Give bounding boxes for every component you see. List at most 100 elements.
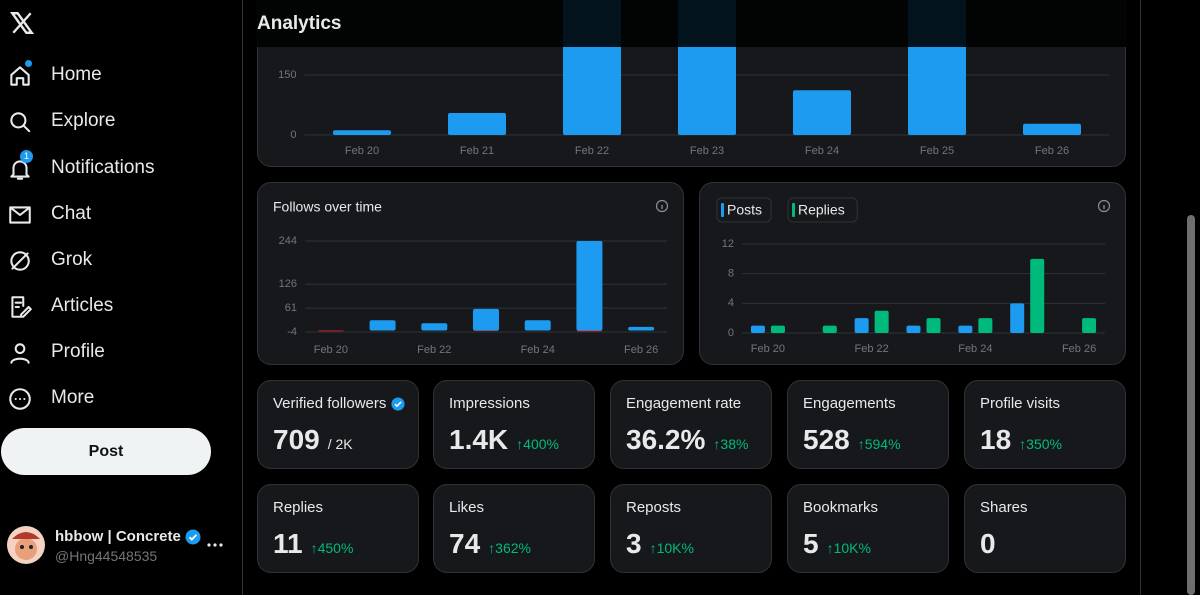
nav-icon [11, 296, 32, 318]
nav-item[interactable]: Notifications 1 [1, 148, 221, 188]
account-name-row[interactable]: hbbow | Concrete [55, 528, 201, 545]
account-name[interactable]: hbbow | Concrete [55, 528, 181, 545]
legend-swatch [721, 203, 724, 217]
bar[interactable] [1010, 303, 1025, 333]
bar[interactable] [524, 320, 551, 331]
bar[interactable] [369, 320, 396, 331]
nav-label[interactable]: Explore [51, 110, 116, 131]
bar[interactable] [854, 318, 869, 333]
metric-change: ↑594% [857, 436, 901, 452]
bar[interactable] [421, 323, 448, 331]
bar[interactable] [448, 113, 506, 135]
legend-item[interactable]: Posts [716, 197, 772, 223]
metric-label: Bookmarks [803, 499, 879, 516]
chart: 0 4 8 12 Feb 20 Feb 22 Feb 24 Feb 26 Posts Replie… [716, 197, 1111, 355]
bar[interactable] [958, 325, 973, 333]
nav-item[interactable]: Articles [1, 286, 221, 326]
bar[interactable] [978, 318, 993, 333]
nav-label[interactable]: More [51, 387, 95, 408]
bar[interactable] [770, 325, 785, 333]
metric-label: Reposts [626, 499, 682, 516]
bar[interactable] [576, 330, 603, 332]
nav-label[interactable]: Profile [51, 341, 105, 362]
metric-label-row: Profile visits [980, 395, 1060, 412]
metric-value: 3 [626, 528, 642, 559]
unread-dot [25, 60, 32, 67]
metric-value: 709 [273, 424, 320, 455]
legend-label: Posts [727, 202, 762, 218]
nav-label[interactable]: Chat [51, 203, 92, 224]
account-handle[interactable]: @Hng44548535 [55, 548, 158, 564]
y-tick-label: -4 [287, 326, 297, 338]
legend-item[interactable]: Replies [787, 197, 858, 223]
metric-label-row: Verified followers [273, 395, 405, 412]
metric-card: Profile visits 18 ↑350% [964, 380, 1126, 469]
nav-item[interactable]: Chat [1, 194, 221, 234]
x-tick-label: Feb 24 [958, 343, 992, 355]
bar[interactable] [906, 325, 921, 333]
scrollbar-thumb[interactable] [1187, 215, 1195, 595]
bar[interactable] [793, 90, 851, 135]
metric-value: 1.4K [449, 424, 509, 455]
bar[interactable] [317, 330, 344, 332]
metric-card: Engagement rate 36.2% ↑38% [610, 380, 772, 469]
metric-value-row: 3 ↑10K% [626, 528, 694, 560]
info-icon[interactable] [1097, 199, 1111, 213]
nav-icon [10, 112, 31, 133]
bar[interactable] [628, 326, 655, 331]
metric-change: ↑38% [713, 436, 749, 452]
bar[interactable] [926, 318, 941, 333]
x-tick-label: Feb 26 [1062, 343, 1096, 355]
nav-item[interactable]: Grok [1, 240, 221, 280]
nav-label[interactable]: Home [51, 64, 102, 85]
x-tick-label: Feb 20 [314, 344, 348, 356]
icon-path [10, 66, 30, 86]
legend-chip [716, 197, 772, 223]
info-circle [1097, 199, 1111, 213]
bar[interactable] [1082, 318, 1097, 333]
nav-icon [9, 206, 31, 224]
nav-label[interactable]: Articles [51, 295, 114, 316]
nav-item[interactable]: Profile [1, 332, 221, 372]
icon-path [10, 251, 30, 271]
y-tick-label: 8 [728, 268, 734, 280]
bar[interactable] [333, 130, 391, 135]
nav-label[interactable]: Grok [51, 249, 93, 270]
metric-value-row: 528 ↑594% [803, 424, 901, 456]
bar[interactable] [576, 241, 603, 331]
metric-label-row: Bookmarks [803, 499, 878, 516]
bar[interactable] [874, 310, 889, 333]
x-tick-label: Feb 24 [805, 145, 839, 157]
x-tick-label: Feb 26 [624, 344, 658, 356]
metric-value: 528 [803, 424, 850, 455]
nav-item[interactable]: Home [1, 55, 221, 95]
avatar[interactable] [6, 525, 46, 565]
icon-path [11, 296, 32, 318]
x-logo[interactable] [9, 10, 35, 36]
metric-value-row: 709 / 2K [273, 424, 353, 456]
metric-change: ↑350% [1019, 436, 1062, 452]
metric-value: 74 [449, 528, 481, 559]
more-dots[interactable] [206, 541, 224, 549]
bar[interactable] [822, 325, 837, 333]
post-button[interactable]: Post [1, 428, 211, 475]
bar[interactable] [1023, 123, 1081, 135]
metric-card: Engagements 528 ↑594% [787, 380, 949, 469]
nav-icon [10, 66, 30, 86]
bar[interactable] [473, 308, 499, 331]
icon-path [10, 343, 30, 364]
nav-icon [10, 251, 30, 271]
legend-swatch [792, 203, 795, 217]
metric-value-row: 0 [980, 528, 996, 560]
bar[interactable] [1030, 258, 1045, 333]
metric-label: Verified followers [273, 395, 387, 412]
nav-label[interactable]: Notifications [51, 157, 155, 178]
nav-item[interactable]: More [1, 378, 221, 418]
nav-item[interactable]: Explore [1, 101, 221, 141]
metric-value-row: 18 ↑350% [980, 424, 1062, 456]
metric-label-row: Impressions [449, 395, 530, 412]
info-icon[interactable] [655, 199, 669, 213]
legend-chip [787, 197, 858, 223]
bar[interactable] [750, 325, 765, 333]
